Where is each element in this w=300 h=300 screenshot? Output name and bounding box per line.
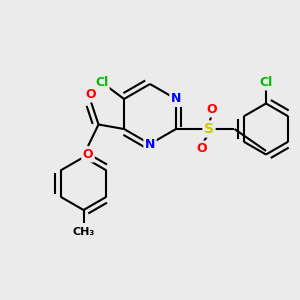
Text: S: S [204, 122, 214, 136]
Text: N: N [145, 137, 155, 151]
Text: CH₃: CH₃ [72, 226, 94, 237]
Text: O: O [207, 103, 217, 116]
Text: N: N [171, 92, 181, 106]
Text: O: O [83, 148, 93, 161]
Text: O: O [196, 142, 207, 155]
Text: Cl: Cl [260, 76, 273, 89]
Text: O: O [86, 88, 96, 101]
Text: Cl: Cl [95, 76, 108, 89]
